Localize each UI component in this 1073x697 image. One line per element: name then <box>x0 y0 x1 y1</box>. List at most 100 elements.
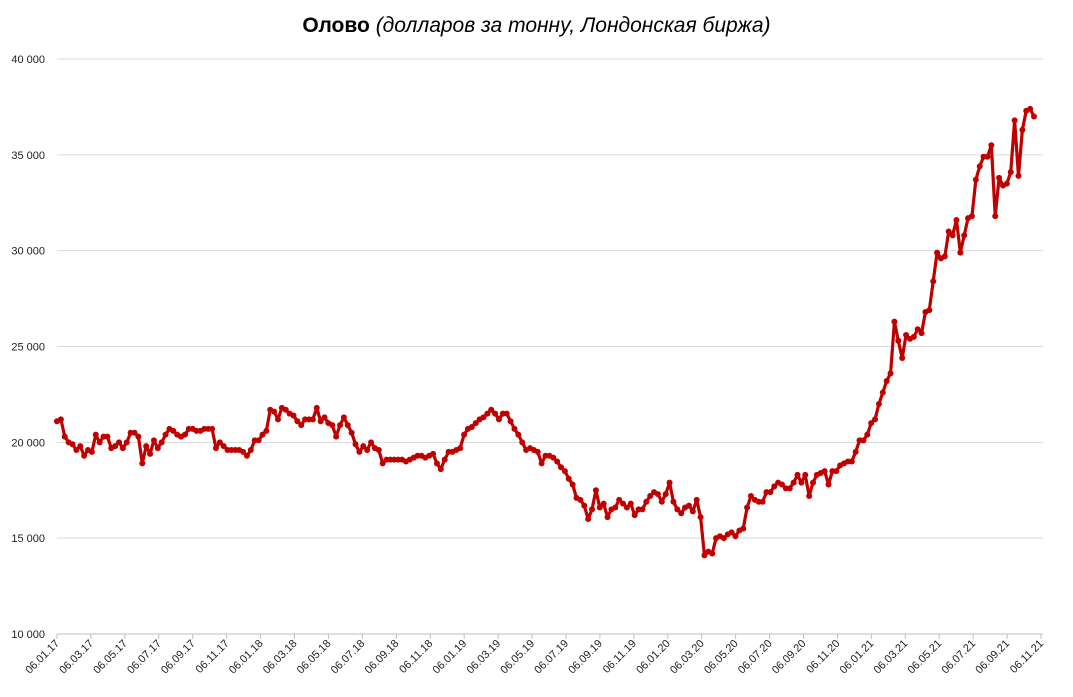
data-point <box>685 502 692 509</box>
data-point <box>767 489 774 496</box>
data-point <box>585 516 592 522</box>
data-point <box>554 458 561 465</box>
data-point <box>255 437 262 444</box>
data-point <box>488 406 495 413</box>
data-point <box>352 441 359 448</box>
data-point <box>786 485 793 492</box>
data-point <box>143 443 150 450</box>
data-point <box>798 479 805 486</box>
x-tick-label: 06.01.21 <box>838 638 877 677</box>
data-point <box>139 460 146 467</box>
data-point <box>61 433 68 440</box>
data-point <box>550 454 557 461</box>
x-tick-label: 06.01.17 <box>23 638 62 677</box>
data-point <box>558 464 565 471</box>
x-tick-label: 06.01.18 <box>227 638 266 677</box>
data-point <box>596 504 603 511</box>
data-point <box>123 439 130 446</box>
data-point <box>329 422 336 429</box>
data-point <box>1031 113 1037 120</box>
data-point <box>77 443 84 450</box>
x-tick-label: 06.09.17 <box>159 638 198 677</box>
data-point <box>375 447 382 453</box>
x-tick-label: 06.09.18 <box>363 638 402 677</box>
data-point <box>732 533 739 540</box>
data-point <box>538 460 545 467</box>
data-point <box>790 479 797 486</box>
data-point <box>333 433 340 440</box>
data-point <box>1011 117 1018 124</box>
data-point <box>441 456 448 463</box>
data-point <box>511 425 518 432</box>
data-point <box>968 213 975 220</box>
data-point <box>992 213 999 220</box>
data-point <box>1027 105 1034 112</box>
data-point <box>720 535 727 542</box>
data-point <box>1015 172 1022 179</box>
data-point <box>972 176 979 183</box>
x-tick-label: 06.05.19 <box>498 638 537 677</box>
data-point <box>802 471 809 478</box>
data-point <box>771 483 778 490</box>
data-point <box>984 153 991 160</box>
data-point <box>263 427 270 434</box>
data-point <box>926 307 933 314</box>
data-point <box>468 424 475 430</box>
data-point <box>131 429 138 436</box>
data-point <box>73 447 80 453</box>
series-markers <box>54 105 1037 559</box>
x-tick-label: 06.05.21 <box>906 638 945 677</box>
data-point <box>88 448 95 455</box>
x-tick-label: 06.01.20 <box>634 638 673 677</box>
data-point <box>996 174 1003 181</box>
data-point <box>534 448 541 455</box>
data-point <box>577 496 584 503</box>
data-point <box>309 416 316 423</box>
data-point <box>654 491 661 498</box>
x-tick-label: 06.11.21 <box>1008 638 1046 676</box>
y-tick-label: 10 000 <box>11 629 45 641</box>
data-point <box>953 217 960 223</box>
data-point <box>1003 180 1010 187</box>
data-point <box>697 514 704 521</box>
data-point <box>623 504 630 511</box>
data-point <box>670 498 677 505</box>
data-point <box>709 550 716 557</box>
gridlines <box>57 58 1043 539</box>
data-point <box>612 504 619 511</box>
data-point <box>639 506 646 513</box>
data-point <box>247 447 254 453</box>
data-point <box>92 431 99 438</box>
data-point <box>150 437 157 444</box>
data-point <box>274 416 281 423</box>
data-point <box>147 450 154 457</box>
data-point <box>515 431 522 438</box>
data-point <box>910 333 917 340</box>
data-point <box>689 508 696 515</box>
data-point <box>57 416 64 423</box>
data-point <box>313 404 320 411</box>
data-point <box>961 232 968 239</box>
data-point <box>930 278 937 285</box>
data-point <box>561 468 568 475</box>
data-point <box>821 468 828 475</box>
data-point <box>860 437 867 444</box>
data-point <box>96 439 103 446</box>
x-tick-label: 06.07.19 <box>532 638 571 677</box>
x-tick-label: 06.07.18 <box>329 638 368 677</box>
data-point <box>941 253 948 260</box>
data-point <box>1007 169 1014 176</box>
data-point <box>457 445 464 452</box>
data-point <box>887 370 894 377</box>
data-point <box>848 458 855 465</box>
data-point <box>379 460 386 467</box>
x-tick-label: 06.03.19 <box>464 638 503 677</box>
data-point <box>759 498 766 505</box>
data-point <box>662 491 669 498</box>
data-point <box>480 414 487 421</box>
x-tick-label: 06.03.21 <box>872 638 911 677</box>
data-point <box>81 452 88 459</box>
y-tick-label: 25 000 <box>11 342 45 354</box>
x-tick-label: 06.05.18 <box>295 638 334 677</box>
data-point <box>589 506 596 513</box>
